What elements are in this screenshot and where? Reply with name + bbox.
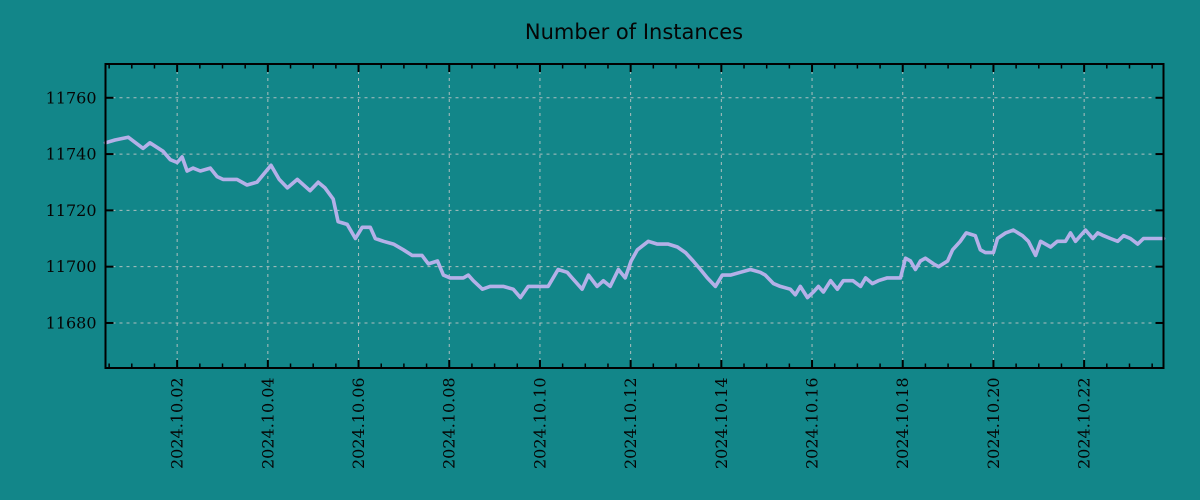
y-tick-label: 11740 [46, 145, 97, 164]
tick-label-layer: 11680 11700 11720 11740 11760 2024.10.02 2024.… [46, 88, 1094, 469]
x-tick-label: 2024.10.16 [803, 377, 822, 469]
series-layer [103, 135, 1166, 300]
x-tick-label: 2024.10.10 [530, 377, 549, 469]
grid-layer [105, 64, 1164, 368]
plot-border [104, 63, 1165, 369]
x-tick-label: 2024.10.22 [1075, 377, 1094, 469]
x-tick-label: 2024.10.14 [712, 377, 731, 469]
y-tick-label: 11760 [46, 88, 97, 107]
x-tick-label: 2024.10.06 [349, 377, 368, 469]
x-tick-label: 2024.10.18 [893, 377, 912, 469]
series-line-instances [103, 135, 1166, 300]
y-tick-label: 11700 [46, 257, 97, 276]
x-tick-label: 2024.10.02 [168, 377, 187, 469]
chart-title: Number of Instances [525, 20, 743, 44]
y-tick-label: 11720 [46, 201, 97, 220]
tick-layer [105, 64, 1164, 368]
x-tick-label: 2024.10.08 [440, 377, 459, 469]
y-tick-label: 11680 [46, 313, 97, 332]
x-tick-label: 2024.10.12 [621, 377, 640, 469]
x-tick-label: 2024.10.20 [984, 377, 1003, 469]
x-tick-label: 2024.10.04 [258, 377, 277, 469]
